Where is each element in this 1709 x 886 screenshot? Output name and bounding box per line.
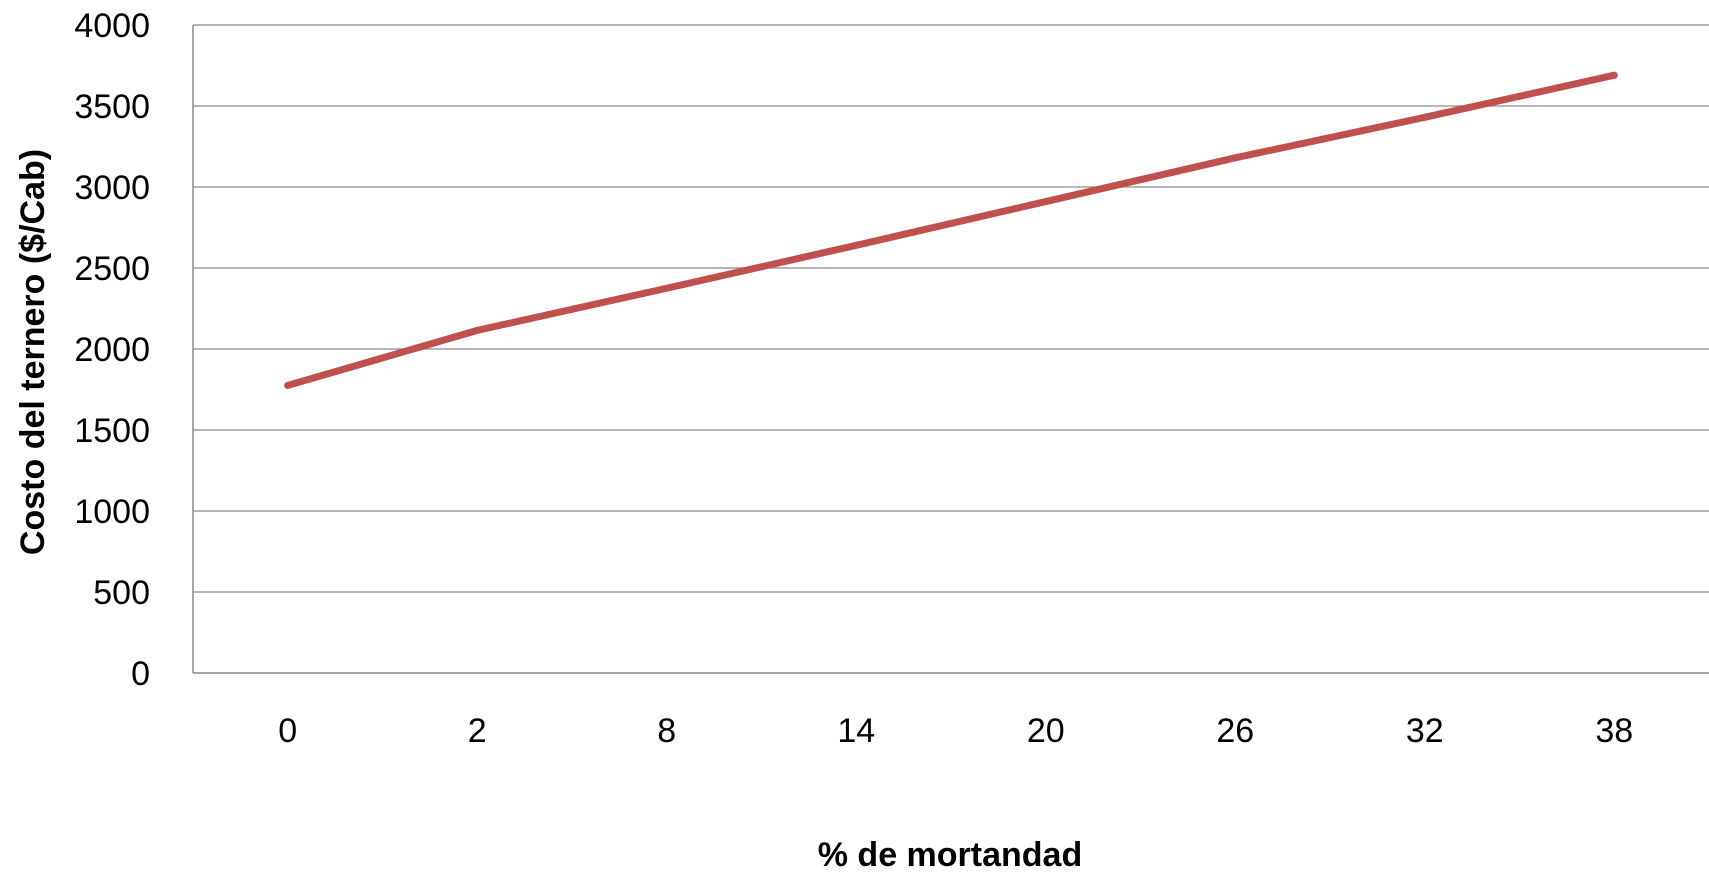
y-tick-label: 2500 bbox=[74, 250, 150, 288]
x-tick-label: 14 bbox=[837, 712, 875, 750]
y-axis-ticks: 0 500 1000 1500 2000 2500 3000 3500 4000 bbox=[74, 7, 150, 693]
x-tick-label: 2 bbox=[468, 712, 487, 750]
y-tick-label: 2000 bbox=[74, 331, 150, 369]
data-point bbox=[663, 284, 671, 292]
y-tick-label: 1000 bbox=[74, 493, 150, 531]
x-tick-label: 26 bbox=[1216, 712, 1254, 750]
y-tick-label: 0 bbox=[131, 655, 150, 693]
x-tick-label: 20 bbox=[1027, 712, 1065, 750]
data-point bbox=[284, 381, 292, 389]
y-axis-title: Costo del ternero ($/Cab) bbox=[14, 149, 52, 555]
x-tick-label: 32 bbox=[1406, 712, 1444, 750]
y-tick-label: 1500 bbox=[74, 412, 150, 450]
gridlines bbox=[192, 24, 1709, 674]
y-tick-label: 4000 bbox=[74, 7, 150, 45]
y-tick-label: 3500 bbox=[74, 88, 150, 126]
x-tick-label: 0 bbox=[278, 712, 297, 750]
data-point bbox=[852, 241, 860, 249]
series-line bbox=[284, 71, 1618, 389]
data-point bbox=[1042, 198, 1050, 206]
x-axis-title: % de mortandad bbox=[818, 836, 1082, 874]
y-tick-label: 500 bbox=[93, 574, 150, 612]
y-tick-label: 3000 bbox=[74, 169, 150, 207]
x-tick-label: 8 bbox=[657, 712, 676, 750]
data-point bbox=[1231, 154, 1239, 162]
data-point bbox=[1421, 113, 1429, 121]
series-layer bbox=[284, 71, 1618, 389]
data-point bbox=[1610, 71, 1618, 79]
x-tick-label: 38 bbox=[1595, 712, 1633, 750]
x-axis-ticks: 0 2 8 14 20 26 32 38 bbox=[278, 712, 1633, 750]
data-point bbox=[473, 326, 481, 334]
